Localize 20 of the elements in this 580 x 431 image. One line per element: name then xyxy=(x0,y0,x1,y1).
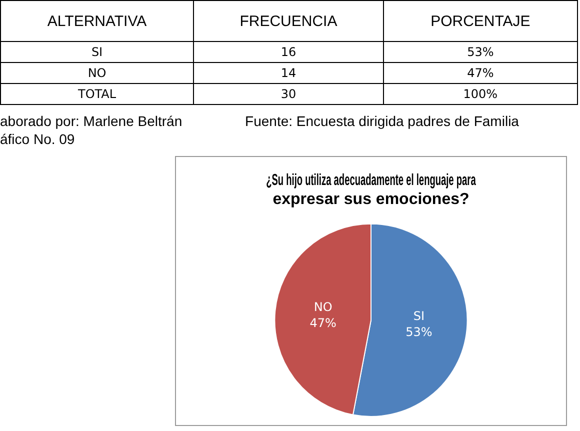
text: TOTAL xyxy=(0,84,194,104)
text: aborado por: Marlene Beltrán xyxy=(0,113,184,129)
text: PORCENTAJE xyxy=(383,0,578,42)
text: ALTERNATIVA xyxy=(0,0,194,42)
text: áfico No. 09 xyxy=(0,131,76,147)
text: SI xyxy=(0,42,194,62)
text: FRECUENCIA xyxy=(194,0,384,42)
source-note: Fuente: Encuesta dirigida padres de Familia xyxy=(244,113,520,129)
chart-title: ¿Su hijo utiliza adecuadamente el lenguaje para expresar sus emociones? xyxy=(266,170,476,208)
text: NO xyxy=(0,62,194,84)
data-label: 47% xyxy=(310,316,336,330)
text: 47% xyxy=(383,62,578,84)
text: 30 xyxy=(194,84,384,104)
slice-label: NO xyxy=(314,300,332,314)
text: 53% xyxy=(383,42,578,62)
data-label: 53% xyxy=(406,324,432,339)
text: 100% xyxy=(383,84,578,104)
text: 16 xyxy=(194,42,384,62)
slice-label: SI xyxy=(413,308,425,323)
text: 14 xyxy=(194,62,384,84)
